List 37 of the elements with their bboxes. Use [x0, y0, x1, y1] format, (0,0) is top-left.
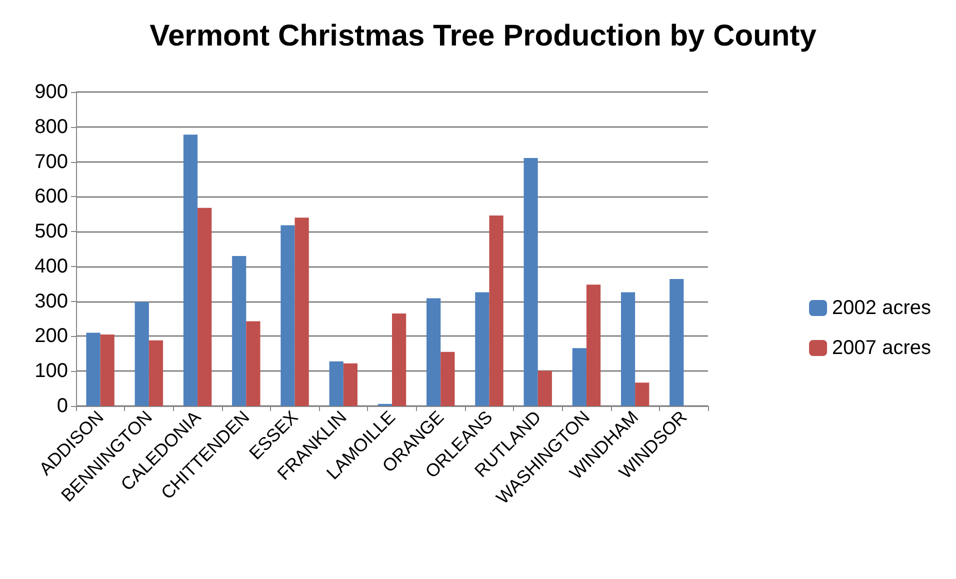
y-tick-label: 700: [34, 150, 68, 173]
bar: [670, 279, 684, 406]
bar: [183, 134, 198, 406]
y-tick-label: 500: [34, 220, 68, 243]
bar: [572, 348, 586, 406]
y-tick-label: 600: [34, 186, 68, 208]
bar: [475, 292, 490, 406]
bar: [100, 334, 114, 406]
bar: [440, 352, 455, 406]
y-tick-label: 900: [34, 81, 68, 103]
bar: [134, 302, 149, 406]
bar: [198, 208, 212, 406]
bar: [524, 158, 538, 406]
y-tick-label: 300: [34, 290, 68, 312]
bar: [246, 321, 260, 406]
y-tick-label: 200: [34, 325, 68, 348]
legend-label: 2002 acres: [832, 297, 932, 319]
y-tick-label: 400: [34, 255, 68, 278]
bar: [426, 298, 441, 406]
bar: [86, 332, 100, 406]
bar: [343, 363, 358, 406]
bar: [294, 218, 309, 406]
legend-label: 2007 acres: [832, 337, 932, 359]
bar: [635, 382, 650, 406]
bar: [586, 284, 601, 406]
bar: [392, 314, 406, 406]
bar: [148, 340, 164, 406]
bar: [538, 370, 552, 406]
chart-title: Vermont Christmas Tree Production by County: [150, 20, 817, 52]
bar: [489, 216, 504, 406]
bar: [232, 256, 246, 406]
bar: [620, 292, 636, 406]
y-tick-label: 800: [34, 116, 68, 138]
bar: [329, 361, 344, 406]
y-tick-label: 100: [34, 360, 68, 382]
y-tick-label: 0: [56, 395, 68, 417]
bar: [280, 225, 295, 406]
